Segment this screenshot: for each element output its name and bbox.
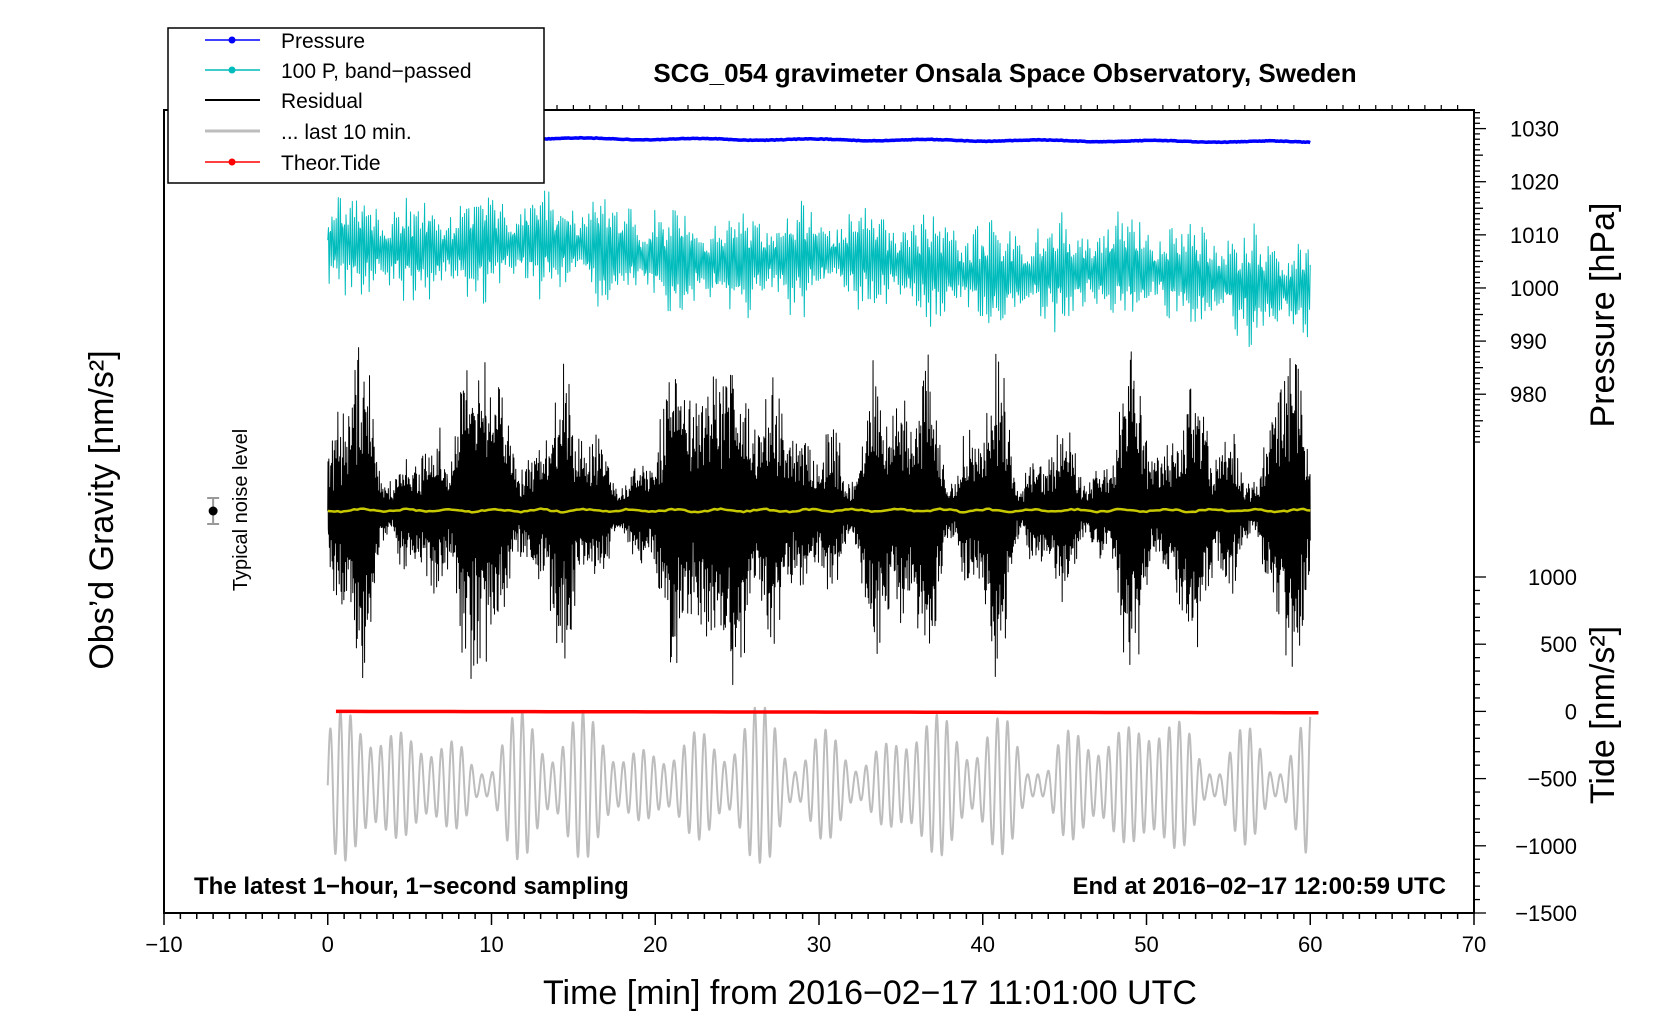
legend-marker-bandpassed <box>228 66 236 74</box>
noise-label: Typical noise level <box>230 429 252 591</box>
legend: Pressure 100 P, band−passed Residual ...… <box>167 27 545 184</box>
pressure-tick-label: 990 <box>1510 329 1547 354</box>
y-axis-title-tide: Tide [nm/s²] <box>1584 626 1622 804</box>
legend-entry-pressure: Pressure <box>205 30 365 53</box>
x-tick-label: 10 <box>479 932 503 957</box>
x-tick-label: −10 <box>145 932 182 957</box>
pressure-tick-label: 1030 <box>1510 117 1559 142</box>
legend-marker-pressure <box>228 36 236 44</box>
axes-layer: −10 0 10 20 30 40 50 60 709809901000101010201030… <box>145 105 1577 957</box>
pressure-tick-label: 1000 <box>1510 276 1559 301</box>
legend-label-tide: Theor.Tide <box>281 152 381 175</box>
series-theor-tide <box>335 709 1319 715</box>
footer-left-note: The latest 1−hour, 1−second sampling <box>194 873 629 900</box>
legend-label-bandpassed: 100 P, band−passed <box>281 60 472 83</box>
y-axis-title-left: Obs’d Gravity [nm/s²] <box>83 350 121 669</box>
pressure-tick-label: 1020 <box>1510 170 1559 195</box>
tide-tick-label: −1000 <box>1515 834 1577 859</box>
legend-marker-tide <box>228 158 236 166</box>
noise-marker: Typical noise level <box>207 429 252 591</box>
noise-dot <box>208 506 218 516</box>
tide-tick-label: −1500 <box>1515 901 1577 926</box>
x-tick-label: 0 <box>322 932 334 957</box>
x-tick-label: 70 <box>1462 932 1486 957</box>
x-tick-label: 60 <box>1298 932 1322 957</box>
pressure-tick-label: 1010 <box>1510 223 1559 248</box>
pressure-tick-label: 980 <box>1510 382 1547 407</box>
x-tick-label: 50 <box>1134 932 1158 957</box>
series-last-10-min <box>326 706 1312 864</box>
tide-tick-label: 1000 <box>1528 565 1577 590</box>
series-smoothed <box>327 507 1311 514</box>
legend-entry-tide: Theor.Tide <box>205 152 381 175</box>
legend-entry-last10: ... last 10 min. <box>205 121 412 144</box>
legend-entry-bandpassed: 100 P, band−passed <box>205 60 472 83</box>
legend-label-residual: Residual <box>281 90 363 113</box>
footer-right-note: End at 2016−02−17 12:00:59 UTC <box>1072 873 1446 900</box>
x-tick-label: 30 <box>807 932 831 957</box>
y-axis-title-pressure: Pressure [hPa] <box>1584 203 1622 428</box>
x-tick-label: 40 <box>971 932 995 957</box>
tide-tick-label: 500 <box>1540 632 1577 657</box>
chart-title: SCG_054 gravimeter Onsala Space Observat… <box>653 58 1356 88</box>
tide-tick-label: 0 <box>1565 699 1577 724</box>
legend-label-pressure: Pressure <box>281 30 365 53</box>
legend-label-last10: ... last 10 min. <box>281 121 412 144</box>
tide-tick-label: −500 <box>1527 767 1577 792</box>
series-band-passed <box>327 190 1311 348</box>
legend-box <box>167 27 545 184</box>
series-residual <box>327 347 1311 686</box>
x-tick-label: 20 <box>643 932 667 957</box>
x-axis-title: Time [min] from 2016−02−17 11:01:00 UTC <box>543 974 1197 1012</box>
series-layer <box>326 134 1319 864</box>
legend-entry-residual: Residual <box>205 90 363 113</box>
